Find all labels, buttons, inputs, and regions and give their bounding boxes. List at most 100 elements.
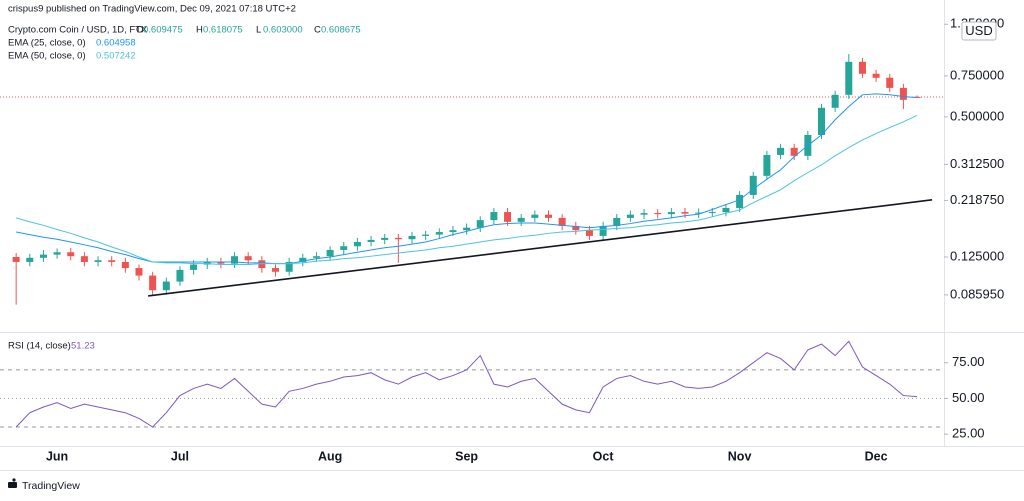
currency-label: USD bbox=[965, 23, 992, 38]
candle-body bbox=[517, 217, 525, 222]
candle-body bbox=[476, 220, 484, 228]
x-tick-label: Sep bbox=[455, 449, 478, 463]
candle-body bbox=[831, 94, 839, 108]
candle-body bbox=[749, 175, 757, 195]
y-tick-label: 50.00 bbox=[952, 390, 985, 405]
candle-body bbox=[394, 237, 402, 240]
candle-body bbox=[67, 252, 75, 257]
legend-name: EMA (50, close, 0) bbox=[8, 51, 86, 62]
candle-body bbox=[722, 207, 730, 213]
candle-body bbox=[695, 212, 703, 214]
ohlc-value: 0.603000 bbox=[263, 25, 303, 36]
candle-body bbox=[613, 217, 621, 226]
y-tick-label: 0.085950 bbox=[950, 286, 1004, 301]
y-tick-label: 0.218750 bbox=[950, 192, 1004, 207]
ohlc-key: C bbox=[314, 25, 321, 36]
logo-shape bbox=[8, 482, 17, 488]
currency-badge bbox=[961, 21, 997, 41]
candle-body bbox=[258, 260, 266, 269]
x-tick-label: Jul bbox=[171, 449, 189, 463]
candle-body bbox=[217, 261, 225, 264]
candle-body bbox=[572, 225, 580, 231]
candle-body bbox=[190, 264, 198, 270]
candle-body bbox=[463, 227, 471, 231]
candle-body bbox=[39, 254, 47, 258]
candle-body bbox=[626, 214, 634, 218]
candle-body bbox=[149, 275, 157, 291]
ohlc-value: 0.618075 bbox=[203, 25, 243, 36]
candle-body bbox=[681, 212, 689, 214]
candle-body bbox=[285, 261, 293, 272]
candle-body bbox=[176, 269, 184, 282]
candle-body bbox=[558, 217, 566, 226]
candle-body bbox=[53, 252, 61, 255]
rsi-title: RSI (14, close) bbox=[8, 341, 71, 352]
candle-body bbox=[353, 241, 361, 247]
candle-body bbox=[299, 257, 307, 262]
candle-body bbox=[244, 256, 252, 261]
candle-body bbox=[490, 212, 498, 221]
y-tick-label: 0.312500 bbox=[950, 156, 1004, 171]
candle-body bbox=[585, 230, 593, 236]
x-tick-label: Jun bbox=[46, 449, 68, 463]
candle-body bbox=[135, 268, 143, 276]
legend-value: 0.604958 bbox=[96, 38, 136, 49]
rsi-line bbox=[15, 340, 918, 428]
candle-body bbox=[818, 107, 825, 135]
candle-body bbox=[640, 213, 648, 215]
x-tick-label: Aug bbox=[318, 449, 342, 463]
candle-body bbox=[858, 61, 866, 74]
candle-body bbox=[504, 212, 512, 222]
ohlc-key: O bbox=[136, 25, 143, 36]
legend-name: EMA (25, close, 0) bbox=[8, 38, 86, 49]
y-tick-label: 0.125000 bbox=[950, 248, 1004, 263]
ohlc-key: L bbox=[256, 25, 261, 36]
candle-body bbox=[435, 232, 443, 235]
candle-body bbox=[121, 261, 129, 269]
candle-body bbox=[899, 87, 907, 100]
y-tick-label: 0.500000 bbox=[950, 108, 1004, 123]
candle-body bbox=[367, 239, 375, 242]
x-tick-label: Oct bbox=[593, 449, 615, 463]
candle-body bbox=[777, 147, 785, 155]
candle-body bbox=[422, 234, 430, 236]
candle-body bbox=[790, 147, 798, 156]
candle-body bbox=[599, 225, 607, 236]
ohlc-key: H bbox=[196, 25, 203, 36]
x-tick-label: Dec bbox=[865, 449, 888, 463]
x-tick-label: Nov bbox=[728, 449, 752, 463]
candle-body bbox=[80, 256, 88, 262]
candle-body bbox=[162, 281, 170, 291]
y-tick-label: 25.00 bbox=[952, 426, 985, 441]
candle-body bbox=[763, 154, 771, 176]
candle-body bbox=[231, 256, 239, 264]
candle-body bbox=[736, 194, 744, 208]
candle-body bbox=[845, 61, 853, 95]
candle-body bbox=[340, 246, 348, 250]
candle-body bbox=[886, 77, 894, 88]
price-pane bbox=[0, 54, 944, 305]
candle-body bbox=[872, 73, 880, 78]
candle-body bbox=[654, 213, 662, 215]
footer-brand: TradingView bbox=[22, 480, 80, 492]
candle-body bbox=[708, 212, 716, 214]
candle-body bbox=[408, 235, 416, 240]
tradingview-logo bbox=[8, 478, 17, 488]
candle-body bbox=[545, 214, 552, 218]
candle-body bbox=[381, 237, 389, 240]
candle-body bbox=[272, 268, 279, 272]
logo-dot bbox=[12, 478, 16, 482]
published-note: crispus9 published on TradingView.com, D… bbox=[8, 4, 296, 15]
ohlc-value: 0.609475 bbox=[143, 25, 183, 36]
symbol-title: Crypto.com Coin / USD, 1D, FTX bbox=[8, 25, 148, 36]
candle-body bbox=[667, 212, 675, 215]
trendline bbox=[148, 199, 933, 297]
ema-line bbox=[16, 93, 918, 265]
y-tick-label: 0.750000 bbox=[950, 67, 1004, 82]
rsi-legend-value: 51.23 bbox=[71, 341, 95, 352]
legend-value: 0.507242 bbox=[96, 51, 136, 62]
candle-body bbox=[312, 256, 320, 258]
